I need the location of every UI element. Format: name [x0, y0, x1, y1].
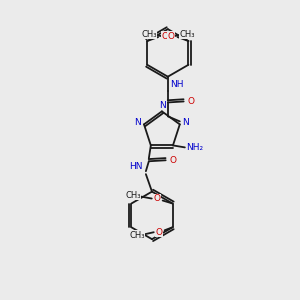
Text: N: N: [182, 118, 189, 127]
Text: O: O: [187, 97, 194, 106]
Text: NH: NH: [170, 80, 184, 89]
Text: N: N: [160, 101, 166, 110]
Text: CH₃: CH₃: [141, 30, 157, 39]
Text: CH₃: CH₃: [129, 231, 145, 240]
Text: CH₃: CH₃: [179, 30, 195, 39]
Text: O: O: [167, 32, 174, 40]
Text: NH₂: NH₂: [186, 143, 203, 152]
Text: N: N: [134, 118, 140, 127]
Text: CH₃: CH₃: [125, 191, 141, 200]
Text: O: O: [169, 156, 176, 165]
Text: HN: HN: [129, 162, 143, 171]
Text: O: O: [153, 194, 160, 203]
Text: O: O: [155, 228, 162, 237]
Text: O: O: [162, 32, 169, 40]
